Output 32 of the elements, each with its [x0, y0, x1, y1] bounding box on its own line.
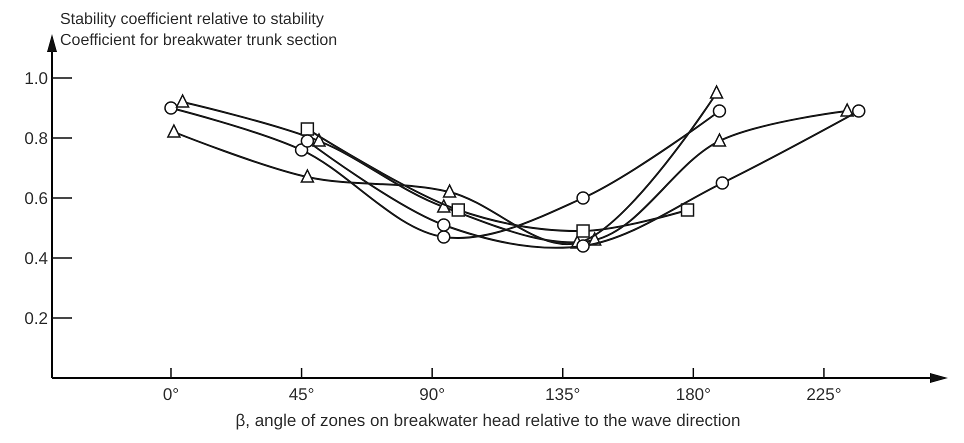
x-tick-label: 0°: [162, 385, 180, 404]
y-axis-title: Stability coefficient relative to stability Coefficient for breakwater trunk section: [60, 11, 338, 49]
point: [176, 94, 190, 108]
y-tick-label: 0.4: [24, 248, 48, 268]
point: [680, 203, 694, 217]
point: [300, 169, 314, 183]
point: [710, 85, 724, 99]
point: [300, 122, 314, 136]
y-tick-label: 0.2: [24, 308, 48, 328]
point: [442, 184, 456, 198]
point: [576, 239, 590, 253]
point: [576, 224, 590, 238]
x-tick-label: 135°: [545, 385, 580, 404]
y-tick-label: 0.6: [24, 188, 48, 208]
point: [437, 230, 451, 244]
point: [712, 104, 726, 118]
y-tick-label: 0.8: [24, 128, 48, 148]
point: [167, 124, 181, 138]
x-axis-title: β, angle of zones on breakwater head relative to the wave direction: [236, 411, 740, 430]
x-tick-label: 225°: [806, 385, 842, 404]
point: [452, 203, 466, 217]
y-tick-label: 1.0: [24, 68, 48, 88]
point: [716, 176, 730, 190]
x-tick-label: 45°: [288, 385, 314, 404]
point: [164, 101, 178, 115]
point: [576, 191, 590, 205]
point: [852, 104, 866, 118]
point: [300, 134, 314, 148]
x-tick-label: 180°: [676, 385, 711, 404]
x-tick-label: 90°: [419, 385, 446, 404]
point: [437, 218, 451, 232]
point: [712, 133, 726, 147]
